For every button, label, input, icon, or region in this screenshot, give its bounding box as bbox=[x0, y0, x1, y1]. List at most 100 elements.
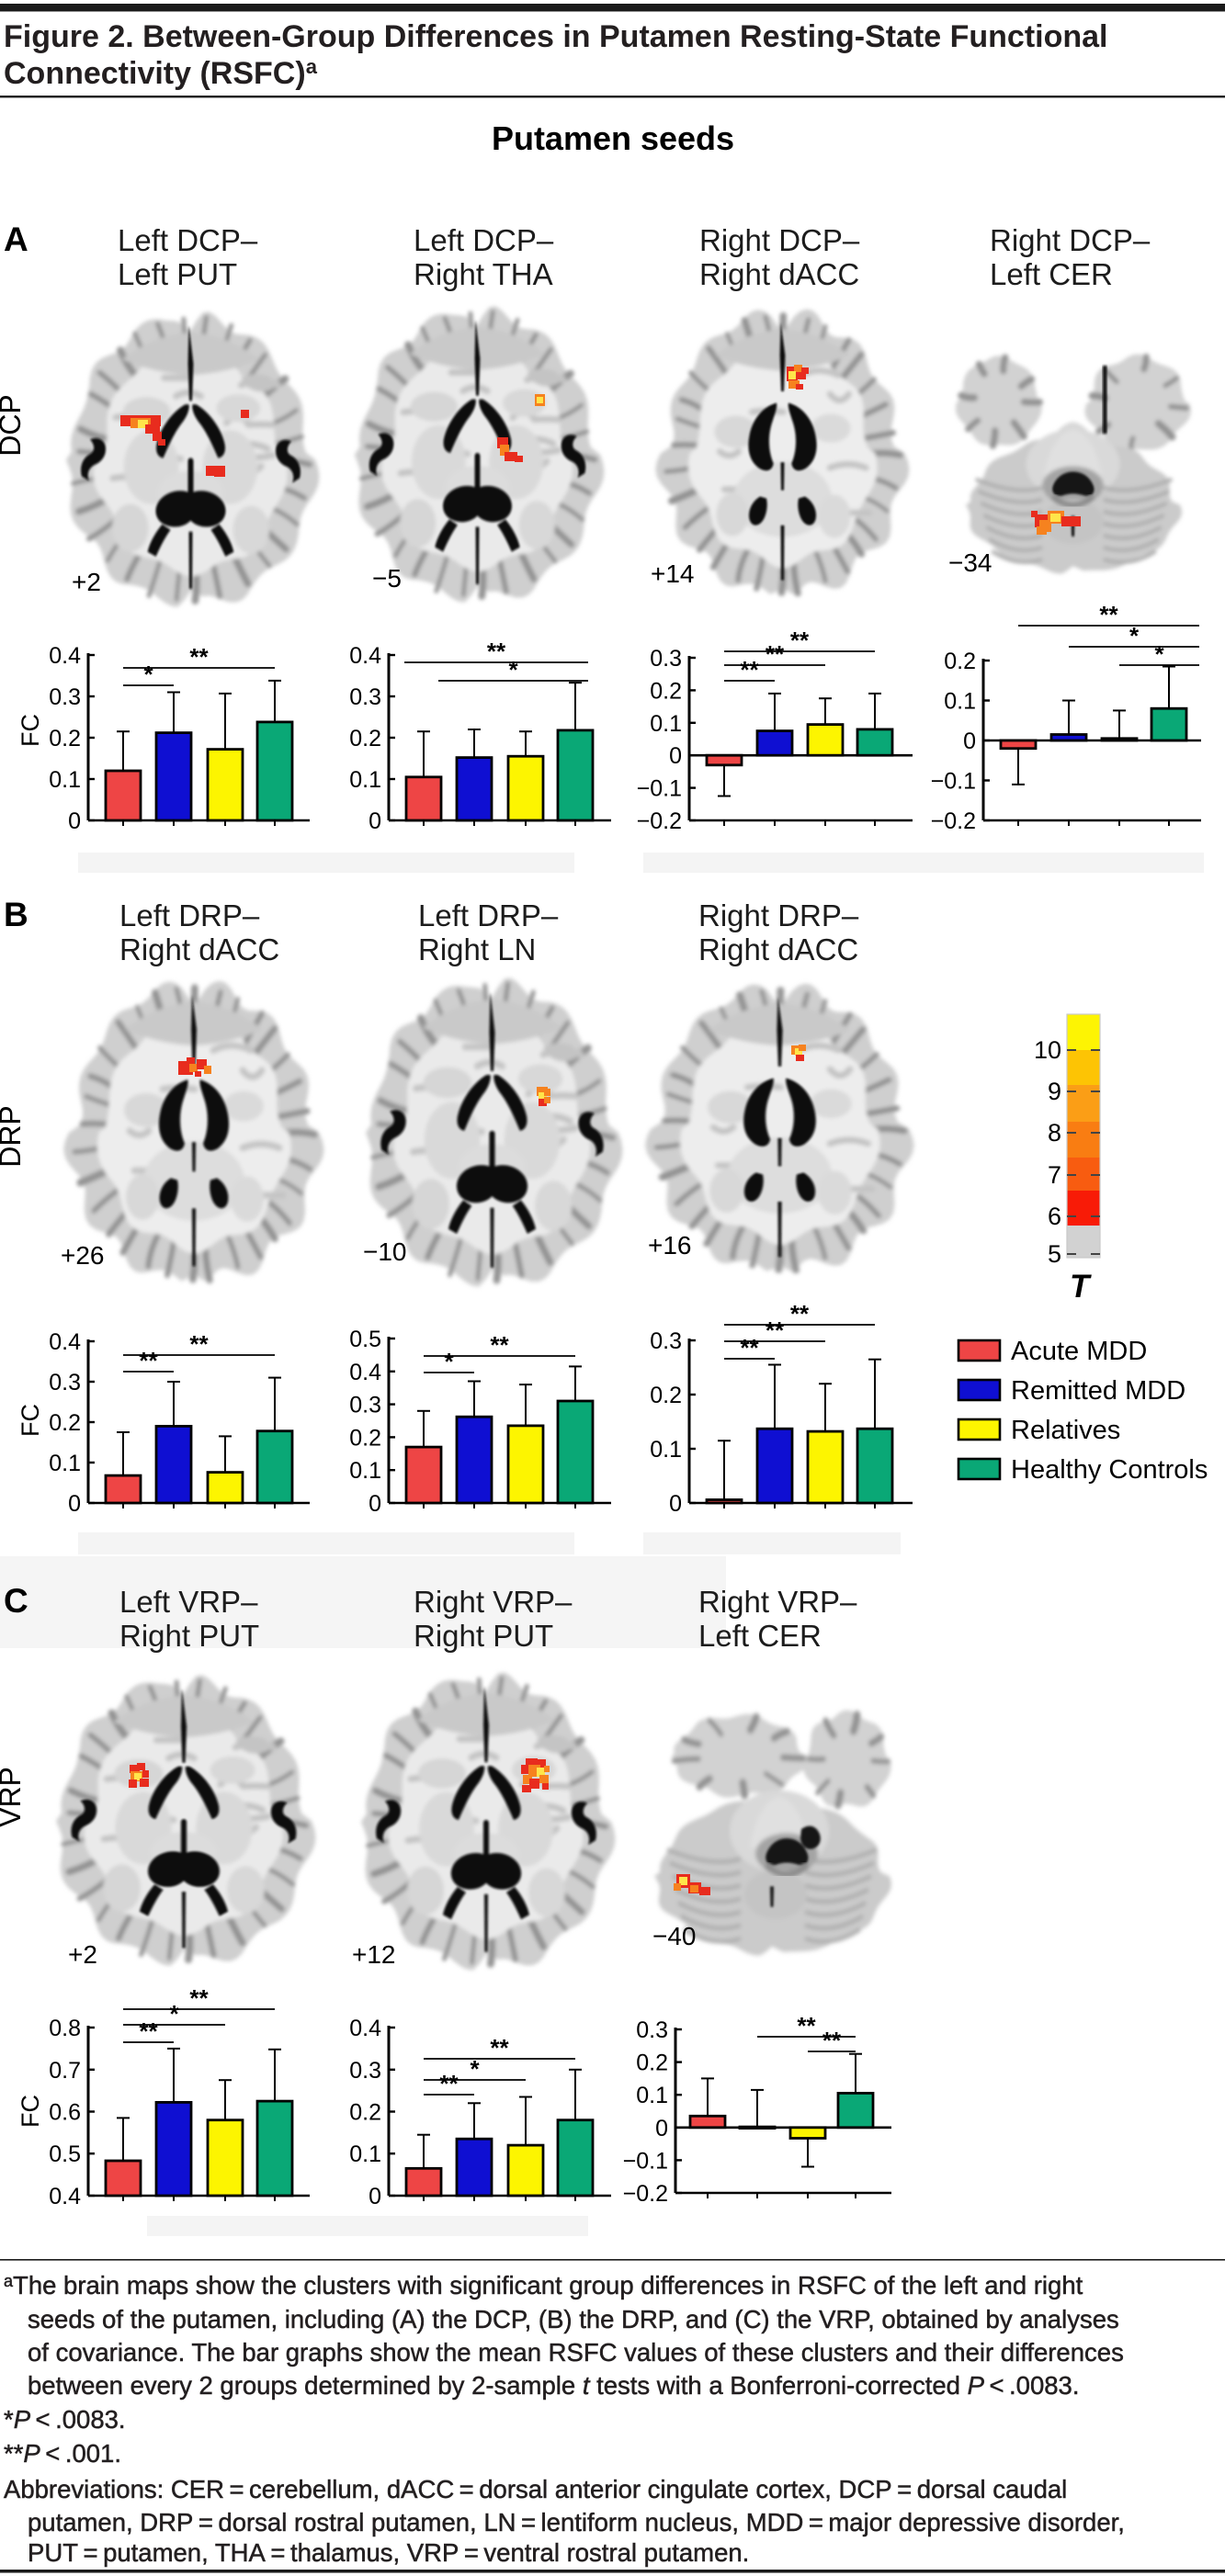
svg-text:Left DCP–: Left DCP– bbox=[118, 223, 258, 257]
svg-text:−0.2: −0.2 bbox=[637, 808, 682, 834]
svg-text:0.1: 0.1 bbox=[349, 767, 381, 793]
svg-text:Relatives: Relatives bbox=[1011, 1416, 1120, 1445]
svg-text:0.4: 0.4 bbox=[49, 2184, 81, 2209]
svg-text:Right PUT: Right PUT bbox=[119, 1619, 259, 1653]
svg-text:0.2: 0.2 bbox=[349, 2100, 381, 2126]
svg-text:0.3: 0.3 bbox=[636, 2017, 668, 2043]
svg-text:Connectivity (RSFC)a: Connectivity (RSFC)a bbox=[4, 55, 318, 91]
svg-text:**: ** bbox=[439, 2070, 459, 2097]
svg-text:0.1: 0.1 bbox=[49, 1451, 81, 1476]
svg-text:C: C bbox=[4, 1582, 28, 1620]
svg-text:Right VRP–: Right VRP– bbox=[414, 1585, 573, 1619]
svg-text:0.4: 0.4 bbox=[349, 643, 381, 669]
svg-text:FC: FC bbox=[17, 2095, 44, 2128]
svg-text:0: 0 bbox=[669, 1491, 682, 1517]
svg-text:DRP: DRP bbox=[0, 1105, 27, 1168]
svg-text:Abbreviations: CER = cerebellu: Abbreviations: CER = cerebellum, dACC = … bbox=[4, 2475, 1067, 2503]
svg-text:Right VRP–: Right VRP– bbox=[698, 1585, 857, 1619]
svg-text:0.4: 0.4 bbox=[49, 1329, 81, 1355]
svg-text:Left VRP–: Left VRP– bbox=[119, 1585, 258, 1619]
svg-text:between every 2 groups determi: between every 2 groups determined by 2-s… bbox=[28, 2371, 1079, 2400]
svg-text:*: * bbox=[1129, 622, 1140, 650]
svg-text:PUT = putamen, THA = thalamus,: PUT = putamen, THA = thalamus, VRP = ven… bbox=[28, 2538, 749, 2567]
svg-text:**: ** bbox=[189, 643, 209, 671]
svg-text:0.1: 0.1 bbox=[944, 689, 976, 715]
svg-text:0.2: 0.2 bbox=[650, 1383, 682, 1408]
svg-text:0.4: 0.4 bbox=[349, 1360, 381, 1385]
svg-text:7: 7 bbox=[1048, 1161, 1061, 1189]
svg-text:0.7: 0.7 bbox=[49, 2058, 81, 2084]
svg-text:**: ** bbox=[740, 1334, 759, 1361]
svg-text:*: * bbox=[444, 1348, 454, 1375]
svg-text:−0.1: −0.1 bbox=[623, 2148, 668, 2174]
svg-text:0: 0 bbox=[369, 808, 381, 834]
svg-text:−5: −5 bbox=[372, 564, 402, 593]
svg-text:**: ** bbox=[189, 1984, 209, 2012]
svg-text:**: ** bbox=[766, 640, 785, 668]
svg-text:+26: +26 bbox=[61, 1241, 105, 1270]
svg-text:**: ** bbox=[790, 627, 810, 654]
svg-text:−34: −34 bbox=[948, 548, 992, 577]
svg-text:−10: −10 bbox=[363, 1237, 407, 1266]
svg-text:0.2: 0.2 bbox=[349, 1425, 381, 1451]
svg-text:Left DCP–: Left DCP– bbox=[414, 223, 554, 257]
svg-text:**: ** bbox=[490, 1331, 509, 1359]
svg-text:Left DRP–: Left DRP– bbox=[418, 898, 559, 932]
svg-text:0.3: 0.3 bbox=[349, 2058, 381, 2084]
svg-text:**: ** bbox=[189, 1330, 209, 1358]
svg-text:0: 0 bbox=[369, 2184, 381, 2209]
svg-text:0.4: 0.4 bbox=[349, 2016, 381, 2041]
svg-text:Putamen seeds: Putamen seeds bbox=[492, 119, 734, 157]
svg-text:**: ** bbox=[139, 1347, 158, 1374]
svg-text:**: ** bbox=[139, 2017, 158, 2045]
svg-text:0.5: 0.5 bbox=[349, 1327, 381, 1352]
svg-text:−40: −40 bbox=[652, 1922, 697, 1950]
svg-text:0: 0 bbox=[369, 1491, 381, 1517]
svg-text:T: T bbox=[1070, 1269, 1092, 1305]
svg-text:−0.2: −0.2 bbox=[931, 808, 976, 834]
svg-text:0.8: 0.8 bbox=[49, 2016, 81, 2041]
svg-text:**: ** bbox=[487, 638, 506, 665]
svg-text:10: 10 bbox=[1034, 1036, 1061, 1064]
svg-text:9: 9 bbox=[1048, 1078, 1061, 1105]
svg-text:seeds of the putamen, includin: seeds of the putamen, including (A) the … bbox=[28, 2305, 1119, 2333]
svg-text:0.3: 0.3 bbox=[349, 1393, 381, 1418]
svg-text:0.2: 0.2 bbox=[349, 726, 381, 751]
svg-text:0.2: 0.2 bbox=[944, 649, 976, 674]
svg-text:0.2: 0.2 bbox=[49, 1410, 81, 1436]
svg-text:of covariance. The bar graphs: of covariance. The bar graphs show the m… bbox=[28, 2338, 1124, 2367]
svg-text:0.2: 0.2 bbox=[650, 678, 682, 704]
svg-text:*P < .0083.: *P < .0083. bbox=[4, 2405, 126, 2434]
svg-text:A: A bbox=[4, 220, 28, 258]
svg-text:+2: +2 bbox=[68, 1940, 97, 1969]
svg-text:Right dACC: Right dACC bbox=[119, 932, 279, 966]
svg-text:−0.1: −0.1 bbox=[931, 769, 976, 795]
svg-text:+2: +2 bbox=[72, 568, 101, 596]
svg-text:0.1: 0.1 bbox=[49, 767, 81, 793]
svg-text:*: * bbox=[169, 2000, 179, 2028]
svg-text:VRP: VRP bbox=[0, 1767, 27, 1827]
svg-text:Right dACC: Right dACC bbox=[699, 257, 859, 291]
svg-text:FC: FC bbox=[17, 714, 44, 747]
svg-text:Right DRP–: Right DRP– bbox=[698, 898, 859, 932]
svg-text:0.6: 0.6 bbox=[49, 2100, 81, 2126]
svg-text:DCP: DCP bbox=[0, 394, 27, 457]
svg-text:0.3: 0.3 bbox=[49, 684, 81, 710]
svg-text:*: * bbox=[508, 656, 518, 684]
svg-text:Right dACC: Right dACC bbox=[698, 932, 858, 966]
svg-text:Remitted MDD: Remitted MDD bbox=[1011, 1376, 1185, 1406]
svg-text:Left DRP–: Left DRP– bbox=[119, 898, 260, 932]
svg-text:aThe brain maps show the clust: aThe brain maps show the clusters with s… bbox=[4, 2271, 1083, 2299]
svg-text:0: 0 bbox=[655, 2116, 668, 2141]
svg-text:Right THA: Right THA bbox=[414, 257, 553, 291]
svg-text:*: * bbox=[1154, 640, 1164, 668]
svg-text:*: * bbox=[470, 2055, 480, 2083]
svg-text:**P < .001.: **P < .001. bbox=[4, 2439, 121, 2468]
svg-text:0.3: 0.3 bbox=[650, 646, 682, 672]
svg-text:**: ** bbox=[766, 1316, 785, 1344]
svg-text:0: 0 bbox=[68, 1491, 81, 1517]
svg-text:0: 0 bbox=[68, 808, 81, 834]
svg-text:0.3: 0.3 bbox=[349, 684, 381, 710]
svg-text:**: ** bbox=[790, 1300, 810, 1328]
svg-text:Left PUT: Left PUT bbox=[118, 257, 237, 291]
